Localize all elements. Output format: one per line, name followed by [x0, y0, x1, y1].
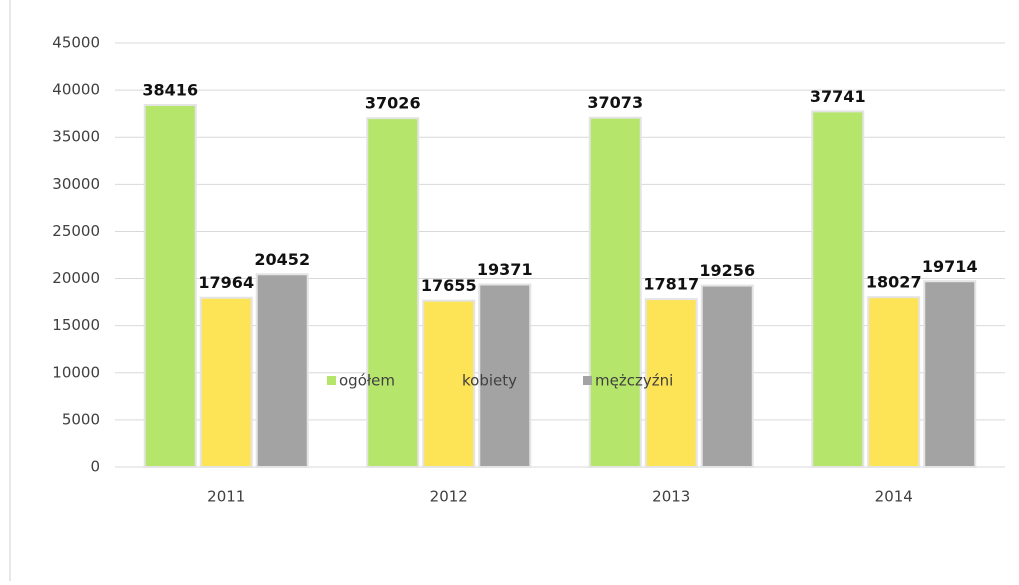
- bar: [199, 296, 253, 468]
- y-tick-label: 30000: [52, 175, 100, 193]
- data-label: 17817: [643, 275, 699, 294]
- y-tick-label: 15000: [52, 316, 100, 334]
- x-tick-label: 2012: [430, 488, 468, 506]
- bar: [255, 273, 309, 469]
- data-label: 20452: [254, 250, 310, 269]
- legend-label: mężczyźni: [595, 372, 673, 390]
- data-label: 19256: [699, 261, 755, 280]
- data-label: 37741: [810, 87, 866, 106]
- bar: [644, 298, 698, 468]
- legend-swatch: [583, 376, 592, 385]
- x-tick-label: 2013: [652, 488, 690, 506]
- data-label: 17655: [421, 276, 477, 295]
- bar: [923, 280, 977, 468]
- bar: [366, 117, 420, 468]
- y-tick-label: 35000: [52, 128, 100, 146]
- x-tick-label: 2014: [875, 488, 913, 506]
- bar: [422, 299, 476, 468]
- y-tick-label: 40000: [52, 81, 100, 99]
- x-tick-label: 2011: [207, 488, 245, 506]
- bar: [811, 110, 865, 469]
- data-label: 37026: [365, 94, 421, 113]
- y-tick-label: 45000: [52, 34, 100, 52]
- data-label: 37073: [587, 93, 643, 112]
- bar: [478, 283, 532, 469]
- y-tick-label: 10000: [52, 363, 100, 381]
- data-label: 38416: [142, 81, 198, 100]
- data-label: 18027: [866, 273, 922, 292]
- y-tick-label: 20000: [52, 269, 100, 287]
- bar: [867, 296, 921, 468]
- legend-label: kobiety: [462, 372, 517, 390]
- data-label: 19714: [922, 257, 978, 276]
- y-tick-label: 0: [90, 458, 100, 476]
- bar: [700, 284, 754, 468]
- legend-swatch: [450, 376, 459, 385]
- data-label: 17964: [198, 273, 254, 292]
- bar: [143, 104, 197, 468]
- legend-swatch: [327, 376, 336, 385]
- bar: [588, 116, 642, 469]
- data-label: 19371: [477, 260, 533, 279]
- y-tick-label: 5000: [62, 410, 100, 428]
- y-tick-label: 25000: [52, 222, 100, 240]
- legend-label: ogółem: [339, 372, 395, 390]
